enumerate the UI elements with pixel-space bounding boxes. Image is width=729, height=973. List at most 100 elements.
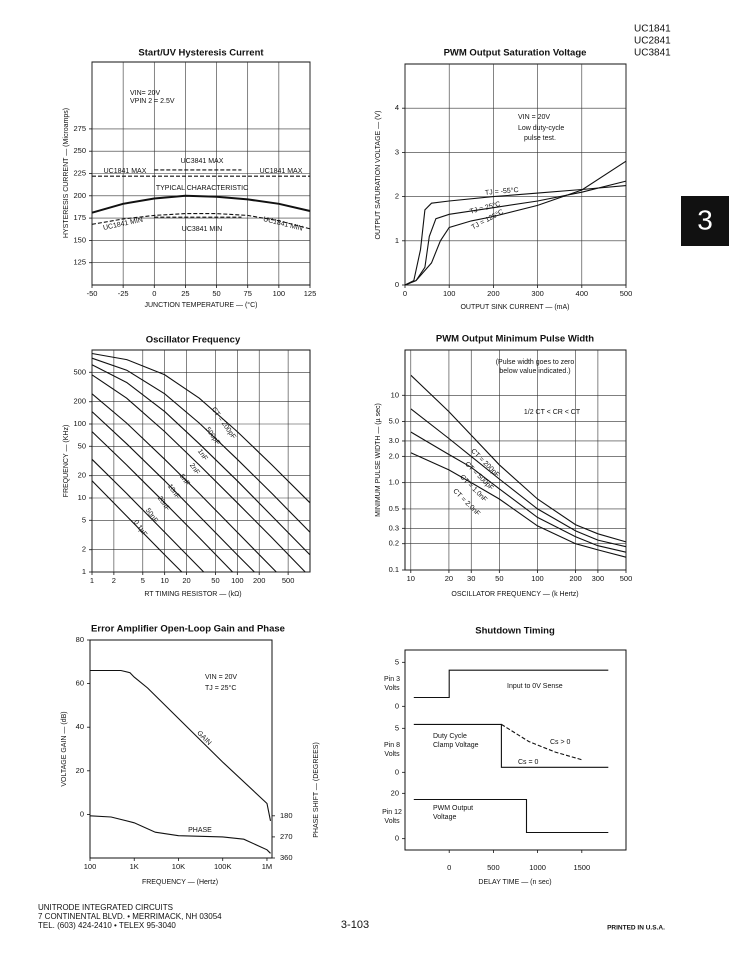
y-tick-label: 20: [391, 788, 399, 797]
series-line: [91, 364, 311, 556]
y-tick-label: 3.0: [389, 436, 399, 445]
annotation: Duty Cycle: [433, 733, 467, 740]
x-tick-label: 10: [407, 574, 415, 583]
y-tick-label: 5: [82, 515, 86, 524]
series-line: [501, 723, 583, 761]
y-tick-label: 0.1: [389, 565, 399, 574]
x-tick-label: 500: [620, 574, 633, 583]
x-tick-label: 50: [212, 289, 220, 298]
series-line: [91, 393, 277, 573]
x-tick-label: 100: [531, 574, 544, 583]
series-line: [91, 480, 183, 573]
x-tick-label: 100: [273, 289, 286, 298]
series-line: [410, 374, 627, 543]
panel-label: Volts: [384, 751, 400, 758]
y-tick-label: 10: [78, 493, 86, 502]
footer-line: TEL. (603) 424-2410 • TELEX 95-3040: [38, 921, 176, 930]
annotation: VIN = 20V: [518, 114, 550, 121]
y-tick-label: 80: [76, 635, 84, 644]
y-tick-label: 0.2: [389, 539, 399, 548]
y-tick-label: 0: [80, 809, 84, 818]
x-tick-label: -50: [87, 289, 98, 298]
y-tick-label: 2: [82, 545, 86, 554]
series-label: TYPICAL CHARACTERISTIC: [156, 185, 248, 192]
section-tab: [681, 196, 729, 246]
panel-label: Pin 8: [384, 742, 400, 749]
y-tick-label: 150: [73, 235, 86, 244]
x-axis-label: OSCILLATOR FREQUENCY — (k Hertz): [451, 591, 578, 598]
y-tick-label: 0: [395, 280, 399, 289]
x-tick-label: 20: [182, 576, 190, 585]
series-line: [404, 185, 627, 286]
y-tick-label: 180: [280, 811, 293, 820]
y-tick-label: 250: [73, 146, 86, 155]
x-tick-label: 1000: [529, 863, 546, 872]
series-line: [410, 408, 627, 548]
y-tick-label: 200: [73, 191, 86, 200]
series-label: Cs = 0: [518, 759, 539, 766]
y-axis-label: FREQUENCY — (KHz): [63, 425, 70, 498]
chart-title: Shutdown Timing: [475, 626, 555, 637]
x-tick-label: 200: [569, 574, 582, 583]
y-tick-label: 225: [73, 168, 86, 177]
x-tick-label: 20: [445, 574, 453, 583]
series-line: [91, 357, 311, 533]
chart-title: PWM Output Saturation Voltage: [444, 48, 587, 59]
y2-axis-label: PHASE SHIFT — (DEGREES): [313, 742, 320, 838]
annotation: VPIN 2 = 2.5V: [130, 98, 175, 105]
x-tick-label: 100: [231, 576, 244, 585]
y-tick-label: 0: [395, 701, 399, 710]
series-line: [413, 723, 609, 768]
y-tick-label: 100: [73, 419, 86, 428]
x-tick-label: 50: [211, 576, 219, 585]
x-tick-label: 25: [181, 289, 189, 298]
y-axis-label: VOLTAGE GAIN — (dB): [61, 711, 68, 786]
series-label: TJ = -55°C: [485, 186, 519, 197]
x-tick-label: 10: [160, 576, 168, 585]
annotation: (Pulse width goes to zero: [496, 359, 575, 366]
x-tick-label: 300: [592, 574, 605, 583]
x-tick-label: 200: [253, 576, 266, 585]
y-tick-label: 5: [395, 723, 399, 732]
series-line: [413, 798, 609, 834]
chart-title: Error Amplifier Open-Loop Gain and Phase: [91, 624, 285, 635]
x-tick-label: 1K: [130, 862, 139, 871]
y-tick-label: 40: [76, 722, 84, 731]
y-tick-label: 1: [82, 567, 86, 576]
series-label: UC3841 MAX: [181, 158, 224, 165]
x-tick-label: 1: [90, 576, 94, 585]
x-tick-label: 10K: [172, 862, 185, 871]
part-number: UC3841: [634, 48, 671, 59]
series-line: [91, 411, 255, 573]
series-line: [91, 374, 306, 573]
series-line: [404, 160, 627, 286]
chart-title: PWM Output Minimum Pulse Width: [436, 334, 594, 345]
x-tick-label: 5: [141, 576, 145, 585]
x-axis-label: RT TIMING RESISTOR — (kΩ): [144, 591, 241, 598]
y-tick-label: 4: [395, 103, 399, 112]
x-axis-label: FREQUENCY — (Hertz): [142, 879, 218, 886]
x-tick-label: 1M: [262, 862, 272, 871]
x-tick-label: 100K: [214, 862, 232, 871]
panel-label: Pin 12: [382, 809, 402, 816]
y-tick-label: 10: [391, 390, 399, 399]
y-tick-label: 5: [395, 657, 399, 666]
series-line: [91, 213, 311, 230]
y-axis-label: MINIMUM PULSE WIDTH — (µ sec): [375, 403, 382, 517]
plot-frame: [404, 649, 627, 851]
x-tick-label: 0: [152, 289, 156, 298]
y-tick-label: 200: [73, 397, 86, 406]
chart-title: Start/UV Hysteresis Current: [138, 48, 264, 59]
page-number: 3-103: [341, 919, 369, 931]
y-tick-label: 0: [395, 834, 399, 843]
printed-note: PRINTED IN U.S.A.: [607, 925, 665, 932]
y-tick-label: 50: [78, 441, 86, 450]
series-line: [91, 458, 205, 573]
y-tick-label: 1.0: [389, 478, 399, 487]
x-tick-label: 400: [576, 289, 589, 298]
chart-title: Oscillator Frequency: [146, 335, 241, 346]
annotation: below value indicated.): [499, 368, 570, 375]
series-line: [91, 431, 233, 573]
